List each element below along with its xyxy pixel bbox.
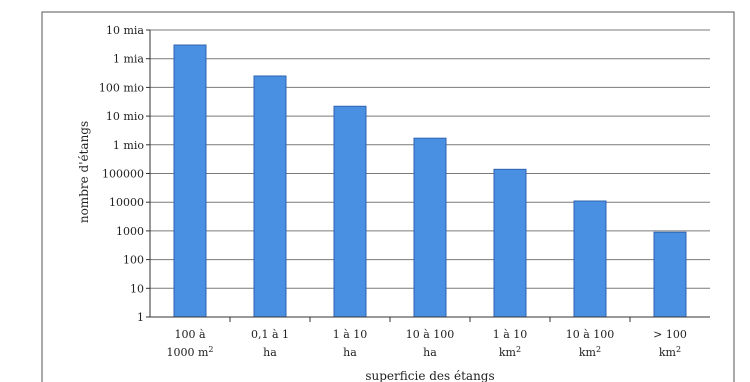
y-tick-label: 1 mia — [113, 53, 144, 66]
x-tick-label: 1000 m2 — [166, 345, 213, 359]
y-tick-label: 100000 — [102, 168, 144, 181]
x-tick-label: 10 à 100 — [566, 328, 615, 341]
x-tick-label: 1 à 10 — [493, 328, 528, 341]
y-tick-label: 100 mio — [99, 81, 144, 94]
x-tick-label: ha — [343, 346, 357, 359]
bar — [413, 137, 447, 318]
x-tick-label: 0,1 à 1 — [251, 328, 289, 341]
x-tick-label: ha — [263, 346, 277, 359]
x-tick-labels: 100 à 1000 m2 0,1 à 1 ha 1 à 10 ha 10 à 100 ha 1… — [166, 317, 687, 359]
bar — [493, 168, 527, 318]
bar — [173, 44, 207, 318]
bar — [653, 231, 687, 318]
bar — [573, 200, 607, 318]
y-tick-label: 1000 — [116, 225, 144, 238]
x-tick-label: km2 — [579, 345, 601, 359]
x-tick-label: km2 — [499, 345, 521, 359]
y-tick-label: 1 mio — [113, 139, 144, 152]
bar — [253, 75, 287, 318]
y-tick-labels: 1 10 100 1000 10000 100000 1 mio 10 mio 100 mio 1… — [99, 24, 150, 324]
x-tick-label: > 100 — [653, 328, 687, 341]
bar — [333, 105, 367, 318]
x-tick-label: ha — [423, 346, 437, 359]
y-tick-label: 10000 — [109, 196, 144, 209]
x-tick-label: 100 à — [174, 328, 205, 341]
y-tick-label: 10 — [130, 282, 144, 295]
chart-frame — [41, 11, 735, 382]
y-tick-label: 10 mio — [106, 110, 144, 123]
y-tick-label: 1 — [137, 311, 144, 324]
y-axis-label: nombre d'étangs — [77, 121, 91, 223]
x-tick-label: km2 — [659, 345, 681, 359]
x-tick-label: 1 à 10 — [333, 328, 368, 341]
y-tick-label: 100 — [123, 254, 144, 267]
y-tick-label: 10 mia — [106, 24, 144, 37]
x-tick-label: 10 à 100 — [406, 328, 455, 341]
x-axis-label: superficie des étangs — [365, 369, 494, 382]
